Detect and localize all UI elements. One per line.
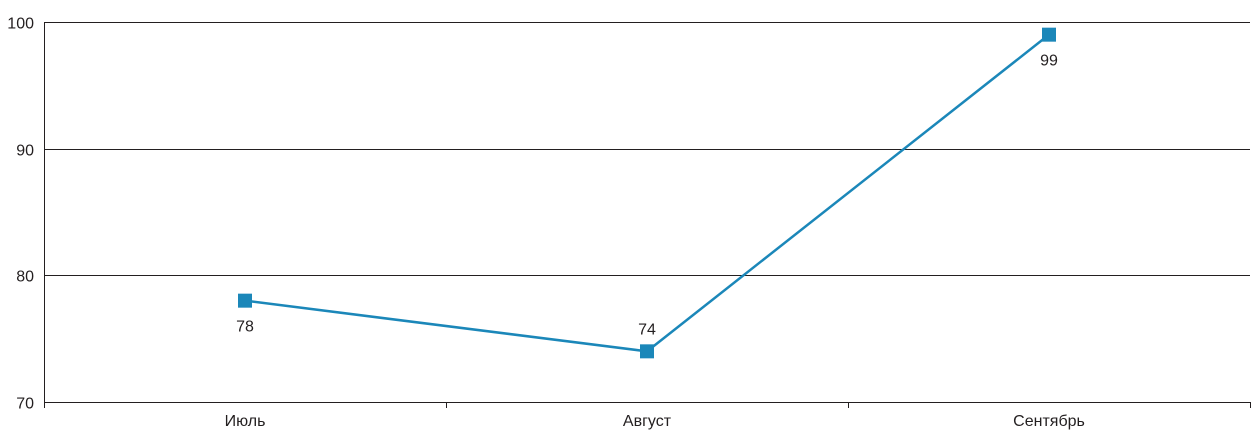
x-tick-label: Сентябрь bbox=[1013, 413, 1085, 430]
data-point-marker bbox=[238, 293, 252, 308]
gridlines bbox=[44, 22, 1250, 276]
y-tick-label: 90 bbox=[16, 143, 34, 160]
y-tick-label: 70 bbox=[16, 396, 34, 413]
labels: 78 74 99 bbox=[236, 53, 1058, 339]
y-tick-label: 80 bbox=[16, 269, 34, 286]
data-label: 99 bbox=[1040, 53, 1058, 70]
data-label: 74 bbox=[638, 321, 656, 338]
data-point-marker bbox=[1042, 27, 1056, 42]
axes: 70 80 90 100 Июль Август Сентябрь bbox=[7, 16, 1251, 430]
data-label: 78 bbox=[236, 319, 254, 336]
y-tick-label: 100 bbox=[7, 16, 34, 33]
series bbox=[238, 27, 1056, 359]
series-line bbox=[244, 33, 1050, 353]
x-tick-label: Август bbox=[623, 413, 672, 430]
x-tick-label: Июль bbox=[225, 413, 266, 430]
data-point-marker bbox=[640, 344, 654, 359]
